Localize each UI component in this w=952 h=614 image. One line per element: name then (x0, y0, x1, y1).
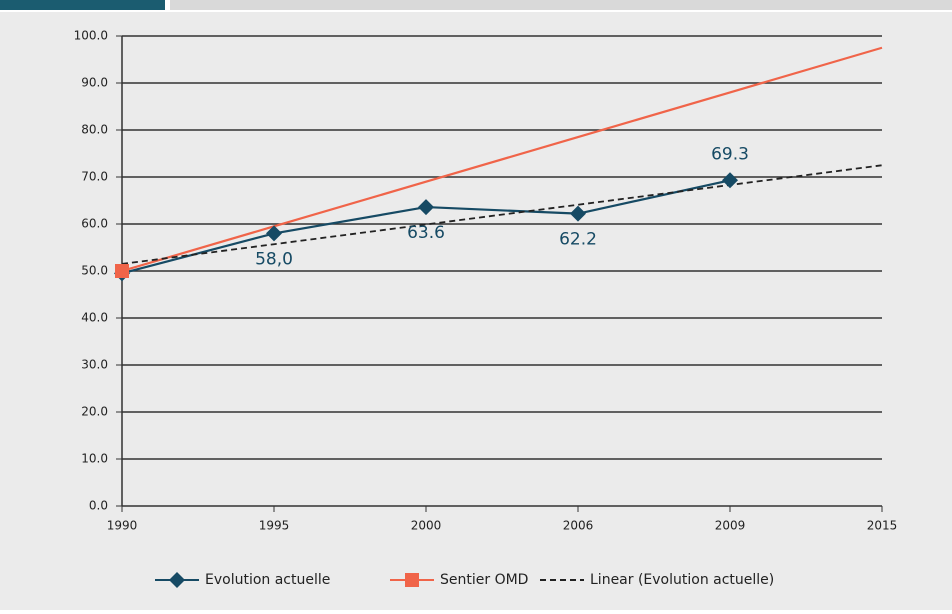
y-tick-label: 10.0 (81, 452, 108, 466)
legend-marker (405, 573, 419, 587)
legend-label: Evolution actuelle (205, 572, 330, 588)
diamond-marker (418, 199, 434, 216)
diamond-marker (570, 205, 586, 222)
x-tick-label: 1990 (107, 519, 138, 533)
x-tick-label: 2015 (867, 519, 898, 533)
legend-marker (169, 572, 185, 588)
y-tick-label: 40.0 (81, 311, 108, 325)
y-tick-label: 60.0 (81, 217, 108, 231)
y-tick-label: 80.0 (81, 123, 108, 137)
top-tab (0, 0, 165, 10)
y-tick-label: 20.0 (81, 405, 108, 419)
diamond-marker (722, 172, 738, 189)
data-label: 62.2 (559, 230, 597, 250)
x-tick-label: 2000 (411, 519, 442, 533)
y-tick-label: 30.0 (81, 358, 108, 372)
legend-label: Sentier OMD (440, 572, 528, 588)
square-marker (115, 264, 129, 278)
x-tick-label: 2009 (715, 519, 746, 533)
y-tick-label: 70.0 (81, 170, 108, 184)
series-line (121, 164, 883, 265)
legend-label: Linear (Evolution actuelle) (590, 572, 774, 588)
series-line (121, 46, 883, 273)
y-tick-label: 0.0 (89, 499, 108, 513)
data-label: 58,0 (255, 249, 293, 269)
x-tick-label: 1995 (259, 519, 290, 533)
y-tick-label: 50.0 (81, 264, 108, 278)
data-label: 63.6 (407, 223, 445, 243)
diamond-marker (266, 225, 282, 242)
x-tick-label: 2006 (563, 519, 594, 533)
data-label: 69.3 (711, 144, 749, 164)
top-strip (170, 0, 952, 10)
y-tick-label: 90.0 (81, 76, 108, 90)
y-tick-label: 100.0 (74, 29, 108, 43)
